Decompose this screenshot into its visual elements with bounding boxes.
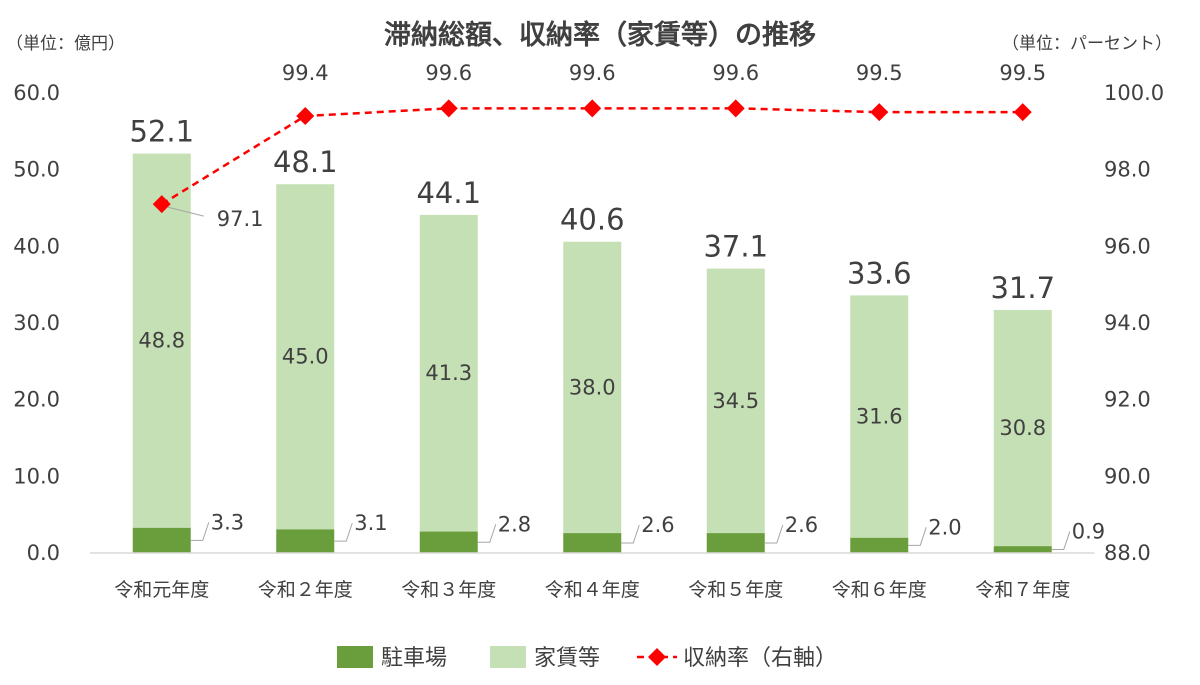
bar-parking [419, 531, 478, 553]
leader-line [621, 524, 640, 544]
data-label-collection-rate: 99.5 [856, 61, 903, 85]
data-label-collection-rate: 99.4 [282, 61, 329, 85]
data-label-rent: 48.8 [138, 329, 185, 353]
marker-collection-rate [439, 99, 458, 118]
data-label-total: 33.6 [847, 256, 912, 290]
data-label-collection-rate: 99.6 [712, 61, 759, 85]
data-label-collection-rate: 99.6 [569, 61, 616, 85]
data-label-total: 44.1 [416, 176, 481, 210]
bar-parking [706, 533, 765, 553]
right-axis-unit: （単位：パーセント） [1002, 34, 1172, 54]
right-axis-tick-label: 94.0 [1104, 311, 1151, 335]
data-label-rent: 30.8 [999, 416, 1046, 440]
data-label-total: 48.1 [273, 145, 338, 179]
left-axis-tick-label: 10.0 [13, 464, 60, 488]
bar-rent [706, 268, 765, 534]
data-label-total: 37.1 [703, 230, 768, 264]
left-axis-tick-label: 30.0 [13, 311, 60, 335]
leader-line [1051, 531, 1071, 551]
data-label-parking: 3.3 [211, 510, 244, 534]
bar-parking [993, 546, 1052, 553]
labels-layer: 48.8 3.3 52.1 45.0 3.1 48.1 41.3 2.8 44.1 38.0 2.6… [129, 61, 1105, 551]
data-label-collection-rate: 99.5 [999, 61, 1046, 85]
bar-rent [276, 184, 335, 530]
legend-marker-collection-rate [648, 648, 666, 666]
left-axis-tick-label: 50.0 [13, 158, 60, 182]
leader-line [190, 522, 210, 541]
right-axis-tick-label: 96.0 [1104, 234, 1151, 258]
leader-line [764, 524, 784, 544]
right-axis-tick-label: 90.0 [1104, 464, 1151, 488]
data-label-total: 40.6 [560, 203, 625, 237]
marker-collection-rate [152, 195, 171, 214]
bars-layer [132, 153, 1052, 553]
data-label-parking: 2.8 [498, 512, 531, 536]
leader-line [167, 206, 204, 217]
legend-swatch-rent [490, 646, 526, 668]
x-axis-tick-label: 令和７年度 [975, 579, 1070, 601]
x-axis-tick-label: 令和２年度 [258, 579, 353, 601]
bar-rent [419, 214, 478, 532]
marker-collection-rate [726, 99, 745, 118]
left-axis-tick-label: 40.0 [13, 234, 60, 258]
legend-label-rent: 家賃等 [534, 646, 600, 671]
legend-swatch-parking [337, 646, 373, 668]
marker-collection-rate [870, 103, 889, 122]
bar-rent [993, 309, 1052, 547]
axes-layer: 0.0 10.0 20.0 30.0 40.0 50.0 60.0 88.0 90.0 92.0 9… [13, 81, 1164, 601]
data-label-collection-rate: 99.6 [425, 61, 472, 85]
data-label-parking: 2.0 [928, 515, 961, 539]
leader-line [334, 522, 353, 542]
bar-rent [563, 241, 622, 534]
data-label-total: 31.7 [990, 271, 1055, 305]
chart-title: 滞納総額、収納率（家賃等）の推移 [384, 19, 816, 51]
leader-line [477, 524, 497, 543]
data-label-collection-rate: 97.1 [217, 207, 264, 231]
line-layer [152, 99, 1032, 214]
bar-parking [850, 537, 909, 553]
marker-collection-rate [1013, 103, 1032, 122]
marker-collection-rate [296, 107, 315, 125]
data-label-parking: 2.6 [785, 513, 818, 537]
data-label-rent: 31.6 [856, 405, 903, 429]
x-axis-tick-label: 令和４年度 [545, 579, 640, 601]
marker-collection-rate [583, 99, 602, 118]
x-axis-tick-label: 令和５年度 [688, 579, 783, 601]
left-axis-tick-label: 20.0 [13, 388, 60, 412]
data-label-parking: 0.9 [1072, 520, 1105, 544]
bar-parking [563, 533, 622, 553]
right-axis-tick-label: 98.0 [1104, 158, 1151, 182]
data-label-rent: 34.5 [712, 389, 759, 413]
x-axis-tick-label: 令和３年度 [401, 579, 496, 601]
left-axis-tick-label: 0.0 [27, 541, 60, 565]
legend: 駐車場 家賃等 収納率（右軸） [337, 646, 837, 671]
leader-line [908, 527, 927, 546]
bar-rent [132, 153, 191, 528]
left-axis-unit: （単位：億円） [6, 34, 125, 54]
data-label-rent: 38.0 [569, 375, 616, 399]
data-label-total: 52.1 [129, 115, 194, 149]
data-label-parking: 3.1 [354, 511, 387, 535]
data-label-rent: 41.3 [425, 361, 472, 385]
x-axis-tick-label: 令和６年度 [832, 579, 927, 601]
bar-parking [276, 529, 335, 553]
x-axis-tick-label: 令和元年度 [114, 579, 209, 601]
data-label-rent: 45.0 [282, 345, 329, 369]
legend-label-collection-rate: 収納率（右軸） [683, 646, 837, 671]
right-axis-tick-label: 100.0 [1104, 81, 1164, 105]
right-axis-tick-label: 92.0 [1104, 388, 1151, 412]
legend-label-parking: 駐車場 [381, 646, 447, 671]
right-axis-tick-label: 88.0 [1104, 541, 1151, 565]
left-axis-tick-label: 60.0 [13, 81, 60, 105]
data-label-parking: 2.6 [641, 513, 674, 537]
bar-rent [850, 295, 909, 538]
bar-parking [132, 527, 191, 553]
